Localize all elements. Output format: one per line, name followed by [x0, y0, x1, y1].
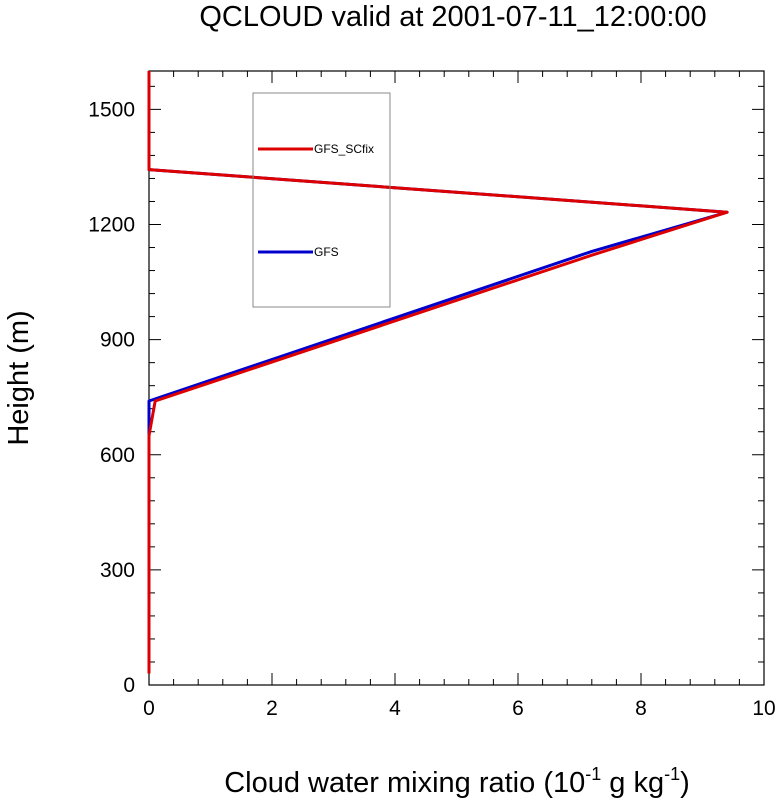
y-tick-label: 1500: [88, 98, 135, 121]
x-tick-label: 8: [635, 697, 647, 720]
y-tick-label: 0: [123, 674, 135, 697]
x-tick-label: 2: [266, 697, 278, 720]
y-tick-label: 600: [100, 444, 135, 467]
x-tick-label: 4: [389, 697, 401, 720]
plot-frame: [148, 70, 765, 686]
legend-box: [252, 92, 391, 308]
x-tick-label: 10: [752, 697, 775, 720]
x-tick-label: 6: [512, 697, 524, 720]
chart-title: QCLOUD valid at 2001-07-11_12:00:00: [199, 1, 706, 33]
y-axis-label: Height (m): [3, 310, 35, 445]
tick-marks: [148, 71, 765, 686]
legend: GFS_SCfix GFS: [252, 92, 391, 308]
x-tick-labels: 0 2 4 6 8 10: [143, 697, 776, 720]
series-lines: [147, 71, 729, 674]
y-tick-label: 900: [100, 329, 135, 352]
x-axis-label: Cloud water mixing ratio (10-1 g kg-1): [224, 764, 690, 799]
series-line-gfs: [147, 71, 729, 674]
y-tick-labels: 0 300 600 900 1200 1500: [88, 98, 135, 697]
y-tick-label: 300: [100, 559, 135, 582]
legend-label-gfs-scfix: GFS_SCfix: [314, 142, 374, 156]
series-line-gfs-scfix: [147, 71, 729, 674]
legend-label-gfs: GFS: [314, 245, 339, 259]
x-tick-label: 0: [143, 697, 155, 720]
y-tick-label: 1200: [88, 214, 135, 237]
